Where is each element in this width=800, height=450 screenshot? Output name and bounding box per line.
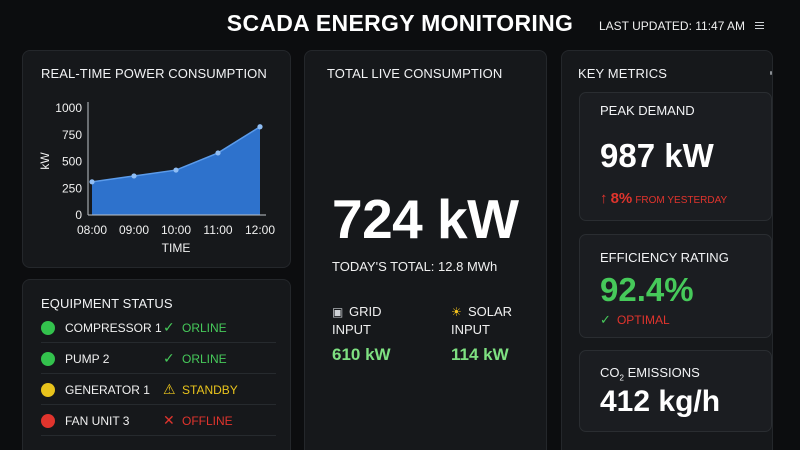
total-consumption-value: 724 kW (332, 188, 519, 250)
equipment-row[interactable]: PUMP 2 ✓ ORLINE (41, 344, 276, 374)
check-icon: ✓ (600, 312, 611, 327)
status-dot (41, 414, 55, 428)
menu-button[interactable] (753, 18, 767, 32)
chart-point (257, 124, 263, 130)
chart-x-axis-label: TIME (162, 241, 191, 255)
peak-demand-change-note: FROM YESTERDAY (635, 195, 728, 206)
power-chart-card: REAL-TIME POWER CONSUMPTION 0 250 500 750 10… (22, 50, 291, 268)
warning-icon: ⚠ (163, 381, 176, 397)
chart-y-tick-label: 0 (75, 208, 82, 222)
chart-y-tick-label: 750 (62, 128, 82, 142)
grid-input-label-line1: GRID (349, 304, 382, 319)
equipment-status: STANDBY (182, 383, 238, 397)
chart-point (215, 150, 221, 156)
check-icon: ✓ (163, 319, 175, 335)
total-consumption-title: TOTAL LIVE CONSUMPTION (327, 66, 503, 81)
co2-emissions-value: 412 kg/h (600, 385, 721, 418)
efficiency-rating-value: 92.4% (600, 271, 694, 308)
equipment-row[interactable]: COMPRESSOR 1 ✓ ORLINE (41, 313, 276, 343)
key-metrics-title: KEY METRICS (578, 66, 667, 81)
co2-emissions-card: CO2 EMISSIONS 412 kg/h (579, 350, 772, 432)
status-dot (41, 352, 55, 366)
peak-demand-value: 987 kW (600, 137, 714, 174)
todays-total: TODAY'S TOTAL: 12.8 MWh (332, 259, 498, 274)
peak-demand-change: ↑ 8% FROM YESTERDAY (600, 190, 727, 207)
sun-icon: ☀ (451, 305, 462, 319)
equipment-name: GENERATOR 1 (65, 383, 150, 397)
power-chart-title: REAL-TIME POWER CONSUMPTION (41, 66, 267, 81)
page-title: SCADA ENERGY MONITORING (226, 10, 574, 36)
chart-y-tick-label: 1000 (55, 101, 82, 115)
status-dot (41, 383, 55, 397)
solar-input-value: 114 kW (451, 345, 509, 364)
equipment-row[interactable]: GENERATOR 1 ⚠ STANDBY (41, 375, 276, 405)
equipment-status: ORLINE (182, 352, 227, 366)
efficiency-status: ✓ OPTIMAL (600, 312, 670, 328)
scroll-indicator[interactable] (770, 71, 772, 75)
solar-input-label-line2: INPUT (451, 322, 490, 337)
peak-demand-card: PEAK DEMAND 987 kW ↑ 8% FROM YESTERDAY (579, 92, 772, 221)
arrow-up-icon: ↑ (600, 190, 608, 207)
hamburger-icon (755, 21, 764, 23)
cross-icon: ✕ (163, 412, 175, 428)
equipment-name: COMPRESSOR 1 (65, 321, 162, 335)
plug-icon: ▣ (332, 305, 344, 319)
total-consumption-card: TOTAL LIVE CONSUMPTION 724 kW TODAY'S TO… (304, 50, 547, 450)
efficiency-rating-card: EFFICIENCY RATING 92.4% ✓ OPTIMAL (579, 234, 772, 338)
chart-x-tick-label: 11:00 (203, 223, 232, 237)
grid-input-block: ▣ GRID INPUT 610 kW (332, 303, 391, 365)
co2-emissions-title: CO2 EMISSIONS (600, 365, 700, 383)
equipment-status: ORLINE (182, 321, 227, 335)
equipment-status-card: EQUIPMENT STATUS COMPRESSOR 1 ✓ ORLINE PUMP… (22, 279, 291, 450)
equipment-name: FAN UNIT 3 (65, 414, 130, 428)
equipment-row[interactable]: FAN UNIT 3 ✕ OFFLINE (41, 406, 276, 436)
grid-input-value: 610 kW (332, 345, 391, 364)
chart-point (89, 179, 95, 185)
check-icon: ✓ (163, 350, 175, 366)
equipment-name: PUMP 2 (65, 352, 110, 366)
chart-x-tick-label: 10:00 (161, 223, 191, 237)
chart-x-tick-label: 09:00 (119, 223, 149, 237)
solar-input-label-line1: SOLAR (468, 304, 513, 319)
grid-input-label-line2: INPUT (332, 322, 371, 337)
chart-y-tick-label: 250 (62, 181, 82, 195)
last-updated-label: LAST UPDATED: 11:47 AM (599, 19, 746, 33)
efficiency-status-label: OPTIMAL (616, 313, 670, 327)
solar-input-block: ☀ SOLAR INPUT 114 kW (451, 303, 512, 365)
peak-demand-change-value: 8% (610, 190, 633, 207)
chart-x-tick-label: 08:00 (77, 223, 107, 237)
chart-point (173, 167, 179, 173)
chart-point (131, 173, 137, 179)
status-dot (41, 321, 55, 335)
equipment-status: OFFLINE (182, 414, 233, 428)
efficiency-rating-title: EFFICIENCY RATING (600, 250, 729, 265)
equipment-status-title: EQUIPMENT STATUS (41, 296, 173, 311)
power-chart: 0 250 500 750 1000 08:00 09:00 10:00 11:00 12:00 T… (38, 101, 275, 255)
peak-demand-title: PEAK DEMAND (600, 103, 695, 118)
chart-x-tick-label: 12:00 (245, 223, 275, 237)
chart-y-axis-label: kW (38, 152, 52, 170)
chart-y-tick-label: 500 (62, 155, 82, 169)
